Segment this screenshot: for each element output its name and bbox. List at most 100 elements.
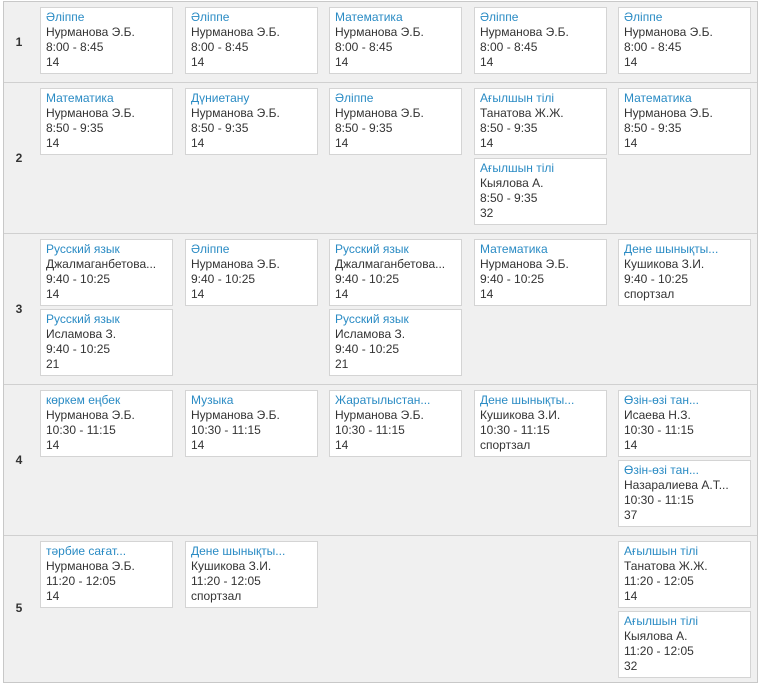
lesson-subject-link[interactable]: Жаратылыстан... <box>335 393 431 407</box>
lesson-card[interactable]: Әліппе Нурманова Э.Б. 8:00 - 8:45 14 <box>40 7 173 74</box>
lesson-subject-link[interactable]: Ағылшын тілі <box>480 161 555 175</box>
lesson-room: 14 <box>624 438 638 452</box>
lesson-teacher: Нурманова Э.Б. <box>480 257 569 271</box>
lesson-room: 14 <box>624 55 638 69</box>
lesson-card[interactable]: Ағылшын тілі Танатова Ж.Ж. 11:20 - 12:05 14 <box>618 541 751 608</box>
lesson-card[interactable]: Дене шынықты... Кушикова З.И. 11:20 - 12:0… <box>185 541 318 608</box>
lesson-room: 32 <box>480 206 494 220</box>
lesson-subject-link[interactable]: Ағылшын тілі <box>624 614 699 628</box>
lesson-teacher: Исламова З. <box>335 327 406 341</box>
lesson-room: 14 <box>624 136 638 150</box>
lesson-card[interactable]: Ағылшын тілі Кыялова А. 8:50 - 9:35 32 <box>474 158 607 225</box>
lesson-time: 8:00 - 8:45 <box>480 40 538 54</box>
lesson-card[interactable]: Ағылшын тілі Кыялова А. 11:20 - 12:05 32 <box>618 611 751 678</box>
lesson-subject-link[interactable]: көркем еңбек <box>46 393 121 407</box>
lesson-teacher: Нурманова Э.Б. <box>46 559 135 573</box>
lesson-time: 10:30 - 11:15 <box>191 423 261 437</box>
lesson-card[interactable]: Дүниетану Нурманова Э.Б. 8:50 - 9:35 14 <box>185 88 318 155</box>
lesson-card[interactable]: Математика Нурманова Э.Б. 8:50 - 9:35 14 <box>618 88 751 155</box>
lesson-teacher: Назаралиева А.Т... <box>624 478 729 492</box>
lesson-teacher: Исламова З. <box>46 327 117 341</box>
lesson-subject-link[interactable]: Математика <box>335 10 403 24</box>
lesson-subject-link[interactable]: Дене шынықты... <box>191 544 286 558</box>
lesson-time: 9:40 - 10:25 <box>335 342 400 356</box>
lesson-subject-link[interactable]: Ағылшын тілі <box>480 91 555 105</box>
lesson-subject-link[interactable]: Математика <box>46 91 114 105</box>
lesson-card[interactable]: көркем еңбек Нурманова Э.Б. 10:30 - 11:15 1… <box>40 390 173 457</box>
lesson-room: спортзал <box>191 589 242 603</box>
lesson-time: 9:40 - 10:25 <box>46 342 111 356</box>
period-number: 2 <box>15 151 23 165</box>
lesson-subject-link[interactable]: Өзін-өзі тан... <box>624 463 699 477</box>
lesson-card[interactable]: Дене шынықты... Кушикова З.И. 9:40 - 10:25… <box>618 239 751 306</box>
lesson-subject-link[interactable]: Дене шынықты... <box>480 393 575 407</box>
lesson-card[interactable]: тәрбие сағат... Нурманова Э.Б. 11:20 - 12:… <box>40 541 173 608</box>
lesson-room: 21 <box>46 357 60 371</box>
lesson-teacher: Нурманова Э.Б. <box>335 25 424 39</box>
lesson-subject-link[interactable]: Ағылшын тілі <box>624 544 699 558</box>
lesson-card[interactable]: Математика Нурманова Э.Б. 8:50 - 9:35 14 <box>40 88 173 155</box>
lesson-teacher: Нурманова Э.Б. <box>335 106 424 120</box>
lesson-teacher: Исаева Н.З. <box>624 408 691 422</box>
lesson-card[interactable]: Әліппе Нурманова Э.Б. 9:40 - 10:25 14 <box>185 239 318 306</box>
lesson-card[interactable]: Ағылшын тілі Танатова Ж.Ж. 8:50 - 9:35 14 <box>474 88 607 155</box>
lesson-teacher: Кушикова З.И. <box>191 559 272 573</box>
lesson-card[interactable]: Әліппе Нурманова Э.Б. 8:50 - 9:35 14 <box>329 88 462 155</box>
lesson-subject-link[interactable]: тәрбие сағат... <box>46 544 127 558</box>
lesson-room: 14 <box>191 438 205 452</box>
lesson-time: 11:20 - 12:05 <box>191 574 261 588</box>
period-row: 4 көркем еңбек Нурманова Э.Б. 10:30 - 11:15… <box>4 385 757 536</box>
lesson-teacher: Нурманова Э.Б. <box>46 25 135 39</box>
lesson-teacher: Кушикова З.И. <box>624 257 705 271</box>
lesson-time: 8:50 - 9:35 <box>335 121 393 135</box>
lesson-subject-link[interactable]: Русский язык <box>46 312 120 326</box>
lesson-card[interactable]: Математика Нурманова Э.Б. 8:00 - 8:45 14 <box>329 7 462 74</box>
lesson-time: 10:30 - 11:15 <box>624 423 694 437</box>
lesson-card[interactable]: Әліппе Нурманова Э.Б. 8:00 - 8:45 14 <box>185 7 318 74</box>
lesson-room: 14 <box>46 136 60 150</box>
lesson-card[interactable]: Русский язык Исламова З. 9:40 - 10:25 21 <box>40 309 173 376</box>
lesson-card[interactable]: Әліппе Нурманова Э.Б. 8:00 - 8:45 14 <box>474 7 607 74</box>
lesson-room: 37 <box>624 508 638 522</box>
lesson-card[interactable]: Дене шынықты... Кушикова З.И. 10:30 - 11:1… <box>474 390 607 457</box>
lesson-subject-link[interactable]: Әліппе <box>191 10 230 24</box>
lesson-card[interactable]: Русский язык Джалмаганбетова... 9:40 - 10:… <box>40 239 173 306</box>
lesson-subject-link[interactable]: Русский язык <box>335 312 409 326</box>
lesson-card[interactable]: Жаратылыстан... Нурманова Э.Б. 10:30 - 11:… <box>329 390 462 457</box>
lesson-room: 14 <box>335 136 349 150</box>
lesson-time: 9:40 - 10:25 <box>191 272 256 286</box>
lesson-subject-link[interactable]: Математика <box>480 242 548 256</box>
lesson-subject-link[interactable]: Әліппе <box>46 10 85 24</box>
lesson-card[interactable]: Русский язык Джалмаганбетова... 9:40 - 10:… <box>329 239 462 306</box>
lesson-teacher: Нурманова Э.Б. <box>335 408 424 422</box>
lesson-subject-link[interactable]: Дене шынықты... <box>624 242 719 256</box>
lesson-subject-link[interactable]: Әліппе <box>335 91 374 105</box>
lesson-room: 14 <box>335 55 349 69</box>
lesson-subject-link[interactable]: Музыка <box>191 393 234 407</box>
lesson-teacher: Нурманова Э.Б. <box>191 25 280 39</box>
lesson-room: 32 <box>624 659 638 673</box>
lesson-teacher: Нурманова Э.Б. <box>46 408 135 422</box>
lesson-time: 9:40 - 10:25 <box>624 272 689 286</box>
lesson-teacher: Танатова Ж.Ж. <box>624 559 708 573</box>
lesson-room: 14 <box>191 136 205 150</box>
lesson-subject-link[interactable]: Әліппе <box>624 10 663 24</box>
lesson-subject-link[interactable]: Өзін-өзі тан... <box>624 393 699 407</box>
lesson-card[interactable]: Математика Нурманова Э.Б. 9:40 - 10:25 14 <box>474 239 607 306</box>
lesson-time: 11:20 - 12:05 <box>624 644 694 658</box>
lesson-card[interactable]: Өзін-өзі тан... Исаева Н.З. 10:30 - 11:15 1… <box>618 390 751 457</box>
lesson-card[interactable]: Музыка Нурманова Э.Б. 10:30 - 11:15 14 <box>185 390 318 457</box>
lesson-time: 10:30 - 11:15 <box>335 423 405 437</box>
lesson-time: 8:50 - 9:35 <box>191 121 249 135</box>
lesson-subject-link[interactable]: Әліппе <box>480 10 519 24</box>
lesson-card[interactable]: Өзін-өзі тан... Назаралиева А.Т... 10:30 -… <box>618 460 751 527</box>
lesson-subject-link[interactable]: Дүниетану <box>191 91 250 105</box>
lesson-card[interactable]: Русский язык Исламова З. 9:40 - 10:25 21 <box>329 309 462 376</box>
lesson-time: 11:20 - 12:05 <box>624 574 694 588</box>
lesson-subject-link[interactable]: Русский язык <box>46 242 120 256</box>
lesson-subject-link[interactable]: Математика <box>624 91 692 105</box>
lesson-subject-link[interactable]: Әліппе <box>191 242 230 256</box>
lesson-card[interactable]: Әліппе Нурманова Э.Б. 8:00 - 8:45 14 <box>618 7 751 74</box>
lesson-teacher: Нурманова Э.Б. <box>191 106 280 120</box>
lesson-subject-link[interactable]: Русский язык <box>335 242 409 256</box>
